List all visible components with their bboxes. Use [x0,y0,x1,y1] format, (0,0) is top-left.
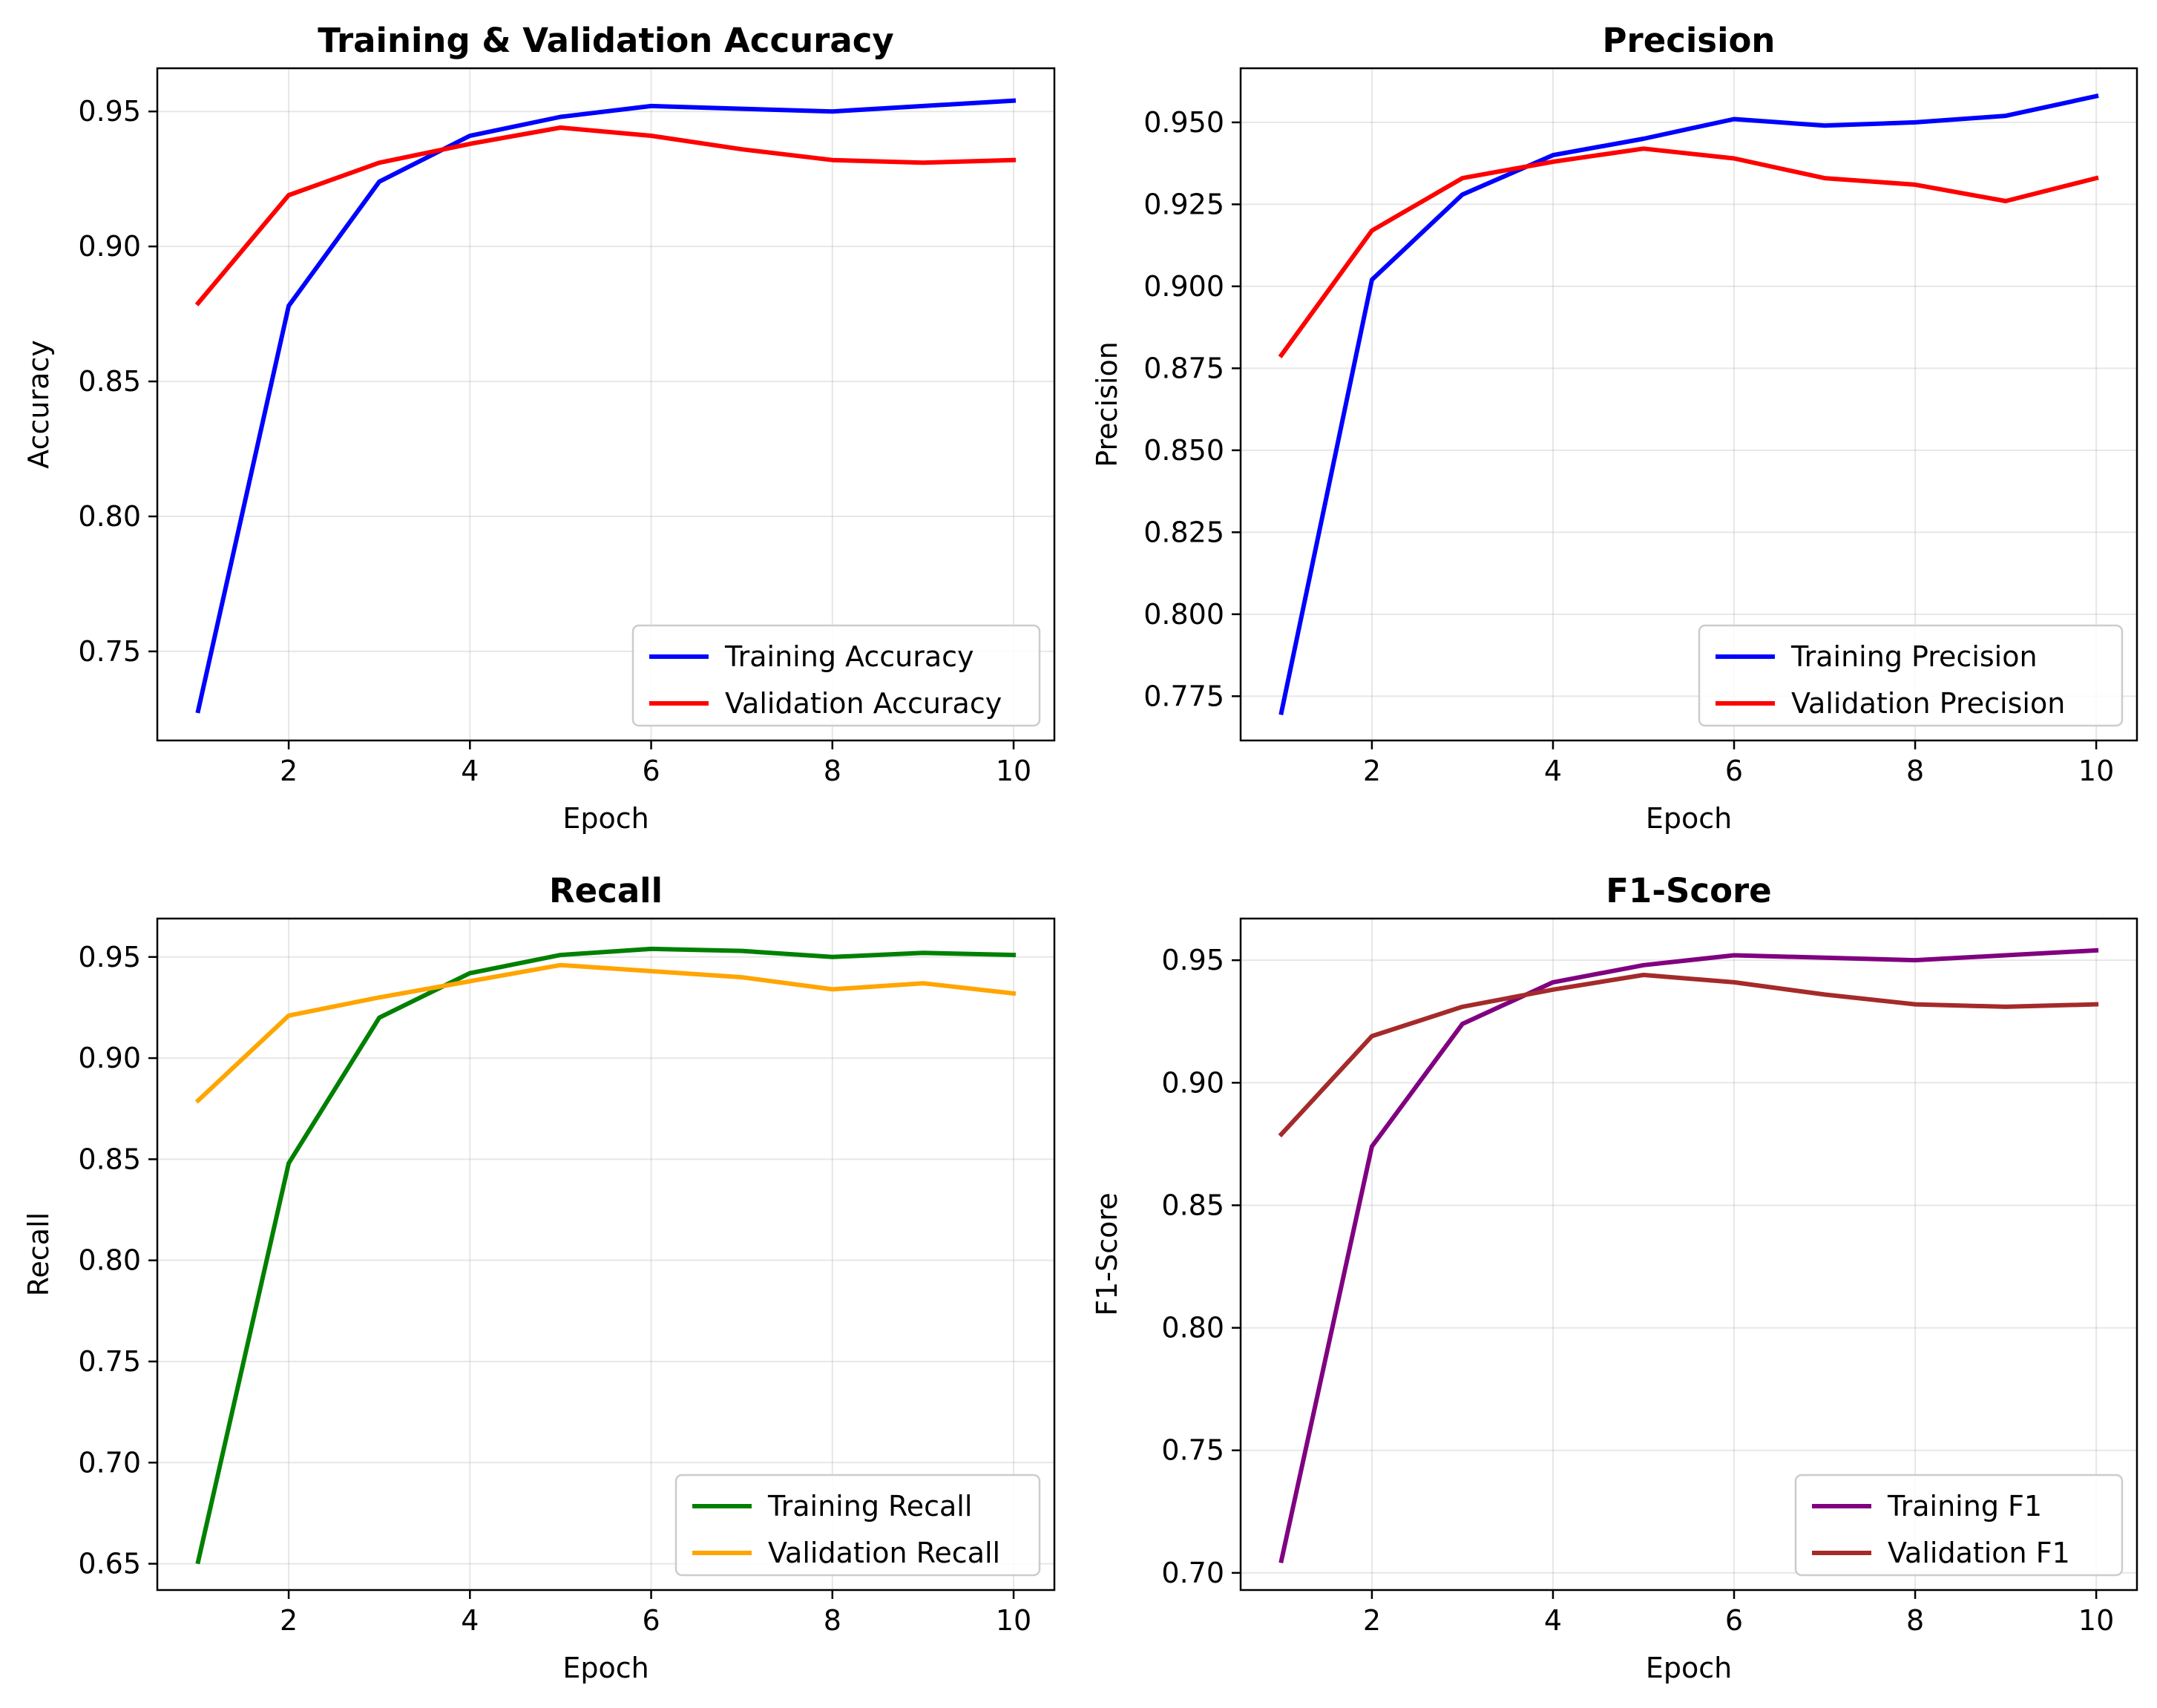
y-tick-label: 0.85 [78,1143,141,1175]
y-tick-label: 0.75 [78,1345,141,1378]
legend-label: Training Accuracy [724,640,974,673]
legend-label: Training Recall [767,1490,972,1523]
x-tick-label: 6 [642,1604,660,1637]
y-tick-label: 0.90 [78,1042,141,1074]
series-line-2 [1278,973,2099,1137]
x-tick-label: 4 [1544,1604,1562,1637]
x-tick-label: 4 [461,1604,479,1637]
chart-panel-4: F1-Score 2 4 6 8 10 0.70 0.75 0.80 0.85 0.90 0.95 Ep… [1091,871,2138,1684]
x-tick-label: 4 [461,755,479,787]
legend-label: Validation Recall [768,1537,1000,1569]
y-tick-label: 0.775 [1143,680,1224,712]
plot-frame [156,67,1056,742]
series-line-1 [1278,93,2099,715]
chart-title: F1-Score [1606,871,1771,910]
legend-label: Training Precision [1790,640,2038,673]
x-tick-label: 8 [824,755,841,787]
plot-frame [1239,917,2138,1592]
x-tick-label: 8 [1906,755,1924,787]
y-tick-label: 0.90 [78,230,141,263]
y-tick-label: 0.875 [1143,352,1224,384]
y-tick-label: 0.95 [1161,944,1224,976]
y-tick-label: 0.950 [1143,106,1224,139]
x-tick-label: 6 [1725,755,1743,787]
plot-frame [1239,67,2138,742]
legend-box [1794,1474,2124,1577]
y-tick-label: 0.800 [1143,598,1224,631]
x-tick-label: 8 [824,1604,841,1637]
y-tick-label: 0.75 [1161,1434,1224,1467]
y-tick-label: 0.90 [1161,1066,1224,1099]
legend-label: Validation Precision [1791,687,2065,720]
y-axis-label: F1-Score [1091,1192,1123,1316]
x-tick-label: 10 [996,1604,1031,1637]
x-tick-label: 8 [1906,1604,1924,1637]
y-tick-label: 0.65 [78,1548,141,1580]
chart-panel-3: Recall 2 4 6 8 10 0.65 0.70 0.75 0.80 0.85 0.90 0.95… [22,871,1056,1684]
legend: Training Accuracy Validation Accuracy [631,624,1041,727]
x-axis-label: Epoch [1646,802,1732,835]
legend-box [1698,624,2124,727]
x-axis-label: Epoch [562,1652,649,1684]
series-line-1 [195,98,1017,714]
y-tick-label: 0.85 [78,365,141,398]
legend-box [631,624,1041,727]
x-tick-label: 10 [2078,1604,2114,1637]
y-tick-label: 0.75 [78,635,141,668]
x-tick-label: 10 [996,755,1031,787]
chart-title: Recall [549,871,663,910]
y-tick-label: 0.70 [78,1446,141,1479]
x-tick-label: 2 [1363,1604,1381,1637]
y-tick-label: 0.95 [78,95,141,128]
series-line-2 [194,125,1017,306]
y-tick-label: 0.80 [78,500,141,533]
x-tick-label: 6 [642,755,660,787]
legend: Training F1 Validation F1 [1794,1474,2124,1577]
x-axis-label: Epoch [1646,1652,1732,1684]
y-tick-label: 0.85 [1161,1189,1224,1221]
y-tick-label: 0.825 [1143,516,1224,548]
chart-panel-2: Precision 2 4 6 8 10 0.775 0.800 0.825 0.850 0.875… [1091,21,2138,835]
x-tick-label: 2 [1363,755,1381,787]
series-line-1 [195,946,1017,1565]
y-tick-label: 0.925 [1143,188,1224,220]
plot-frame [156,917,1056,1592]
x-tick-label: 6 [1725,1604,1743,1637]
legend: Training Recall Validation Recall [674,1474,1041,1577]
legend-box [674,1474,1041,1577]
y-tick-label: 0.80 [1161,1312,1224,1344]
x-tick-label: 10 [2078,755,2114,787]
chart-title: Precision [1603,21,1776,60]
chart-title: Training & Validation Accuracy [318,21,894,60]
legend: Training Precision Validation Precision [1698,624,2124,727]
legend-label: Validation Accuracy [725,687,1002,720]
y-tick-label: 0.80 [78,1244,141,1277]
chart-panel-1: Training & Validation Accuracy 2 4 6 8 10 0.75… [22,21,1056,835]
y-axis-label: Accuracy [22,340,55,469]
y-axis-label: Recall [22,1212,55,1296]
legend-label: Validation F1 [1888,1537,2070,1569]
series-line-1 [1278,947,2099,1563]
legend-label: Training F1 [1887,1490,2042,1523]
x-tick-label: 4 [1544,755,1562,787]
y-tick-label: 0.850 [1143,434,1224,467]
y-tick-label: 0.900 [1143,270,1224,303]
y-tick-label: 0.95 [78,941,141,973]
x-tick-label: 2 [280,1604,298,1637]
series-line-2 [194,962,1017,1104]
y-axis-label: Precision [1091,341,1123,467]
series-line-2 [1278,146,2099,358]
y-tick-label: 0.70 [1161,1557,1224,1589]
x-tick-label: 2 [280,755,298,787]
x-axis-label: Epoch [562,802,649,835]
